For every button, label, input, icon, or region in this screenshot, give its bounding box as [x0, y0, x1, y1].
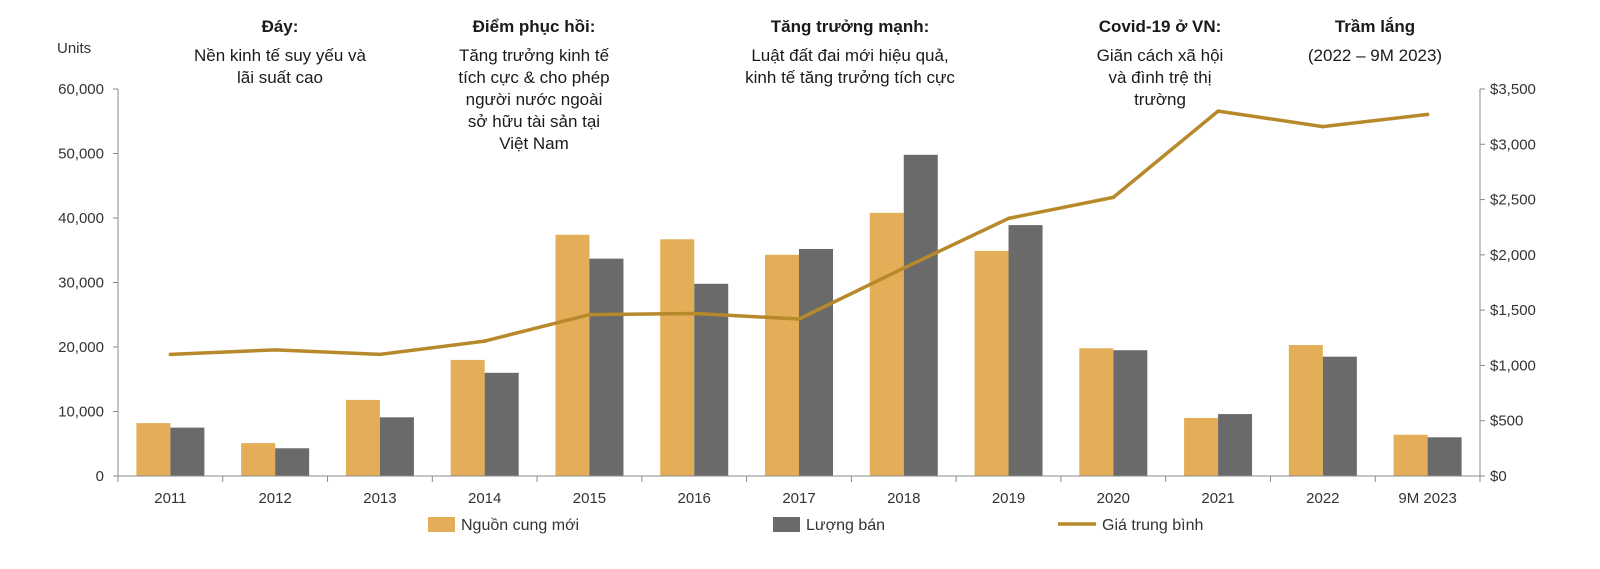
- bar-new-supply: [555, 234, 590, 476]
- line-point: [482, 339, 487, 343]
- line-point: [797, 317, 801, 321]
- bar-sales: [170, 427, 205, 476]
- annotation-title: Đáy:: [261, 17, 299, 36]
- bar-new-supply: [1288, 345, 1323, 476]
- annotation-covid: Covid-19 ở VN: Giãn cách xã hội và đình t…: [1070, 16, 1250, 111]
- bar-sales: [903, 154, 938, 477]
- line-point: [378, 352, 382, 357]
- y-tick-label-left: 50,000: [58, 146, 104, 163]
- y-tick-label-left: 40,000: [58, 210, 104, 227]
- y-tick-label-right: $2,000: [1490, 247, 1536, 264]
- line-point: [1216, 109, 1220, 113]
- bar-new-supply: [1393, 434, 1428, 476]
- y-tick-label-left: 20,000: [58, 339, 104, 356]
- bar-new-supply: [974, 250, 1009, 476]
- annotation-title: Covid-19 ở VN:: [1098, 17, 1222, 36]
- line-point: [587, 312, 592, 317]
- annotation-text: Luật đất đai mới hiệu quả, kinh tế tăng t…: [745, 46, 955, 87]
- bar-new-supply: [765, 254, 799, 476]
- legend-label: Giá trung bình: [1102, 517, 1203, 534]
- x-tick-label: 2021: [1201, 490, 1234, 507]
- annotation-text: (2022 – 9M 2023): [1307, 46, 1443, 65]
- annotation-strong-growth: Tăng trưởng mạnh: Luật đất đai mới hiệu …: [700, 16, 1000, 89]
- bars-layer: [136, 154, 1462, 477]
- y-tick-label-left: 0: [96, 468, 104, 485]
- x-tick-label: 2022: [1306, 490, 1339, 507]
- bar-sales: [1427, 437, 1462, 476]
- bar-sales: [1218, 414, 1253, 476]
- line-point: [901, 266, 906, 270]
- bar-new-supply: [136, 423, 171, 476]
- y-tick-label-left: 10,000: [58, 404, 104, 421]
- line-point: [1006, 216, 1011, 221]
- line-point: [1111, 195, 1116, 200]
- line-point: [168, 352, 173, 357]
- bar-sales: [1113, 350, 1148, 476]
- line-point: [1321, 124, 1325, 129]
- annotation-bottom: Đáy: Nền kinh tế suy yếu và lãi suất cao: [165, 16, 395, 89]
- bar-sales: [799, 248, 833, 476]
- bar-sales: [1008, 225, 1043, 476]
- annotation-quiet: Trầm lắng (2022 – 9M 2023): [1285, 16, 1465, 67]
- y-tick-label-right: $1,000: [1490, 357, 1536, 374]
- annotation-title: Tăng trưởng mạnh:: [770, 17, 930, 36]
- bar-new-supply: [450, 359, 485, 476]
- x-tick-label: 2015: [573, 490, 606, 507]
- bar-new-supply: [869, 212, 904, 476]
- x-tick-label: 2011: [154, 490, 186, 507]
- bar-new-supply: [241, 443, 276, 476]
- annotation-recovery: Điểm phục hồi: Tăng trưởng kinh tế tích c…: [423, 16, 645, 155]
- x-tick-label: 2013: [363, 490, 396, 507]
- y-tick-label-right: $500: [1490, 413, 1523, 430]
- legend-label: Lượng bán: [806, 517, 885, 534]
- x-tick-label: 2019: [992, 490, 1025, 507]
- x-tick-label: 2018: [887, 490, 920, 507]
- bar-new-supply: [1184, 417, 1219, 476]
- line-point: [273, 348, 277, 352]
- y-tick-label-right: $3,500: [1490, 81, 1536, 98]
- x-tick-label: 9M 2023: [1398, 490, 1456, 507]
- y-tick-label-right: $0: [1490, 468, 1507, 485]
- annotation-text: Tăng trưởng kinh tế tích cực & cho phép ng…: [458, 46, 610, 153]
- x-tick-label: 2014: [468, 490, 501, 507]
- bar-new-supply: [660, 239, 695, 476]
- y-tick-label-right: $1,500: [1490, 302, 1536, 319]
- line-point: [692, 311, 697, 316]
- bar-sales: [484, 372, 519, 476]
- x-tick-label: 2017: [782, 490, 815, 507]
- y-tick-label-left: 30,000: [58, 275, 104, 292]
- bar-new-supply: [1079, 348, 1114, 476]
- annotation-text: Nền kinh tế suy yếu và lãi suất cao: [194, 46, 366, 87]
- x-tick-label: 2012: [258, 490, 291, 507]
- bar-sales: [1322, 356, 1357, 476]
- line-point: [1425, 112, 1430, 117]
- legend-label: Nguồn cung mới: [461, 517, 579, 534]
- y-axis-label: Units: [57, 40, 91, 57]
- bar-new-supply: [345, 399, 380, 476]
- annotation-text: Giãn cách xã hội và đình trệ thị trường: [1096, 46, 1224, 109]
- legend: Nguồn cung mới Lượng bán Giá trung bình: [428, 517, 1203, 534]
- line-layer: [168, 109, 1430, 357]
- bar-sales: [589, 258, 624, 476]
- y-tick-label-left: 60,000: [58, 81, 104, 98]
- annotation-title: Điểm phục hồi:: [472, 17, 596, 36]
- bar-sales: [379, 417, 414, 476]
- y-tick-label-right: $2,500: [1490, 192, 1536, 209]
- legend-swatch: [428, 517, 455, 532]
- axes-layer: 2011 2012 2013 2014 2015 2016 2017 2018 2019 2020…: [57, 40, 1536, 507]
- annotation-title: Trầm lắng: [1334, 17, 1416, 36]
- x-tick-label: 2020: [1097, 490, 1130, 507]
- y-tick-label-right: $3,000: [1490, 136, 1536, 153]
- x-tick-label: 2016: [678, 490, 711, 507]
- legend-swatch: [773, 517, 800, 532]
- bar-sales: [275, 448, 310, 476]
